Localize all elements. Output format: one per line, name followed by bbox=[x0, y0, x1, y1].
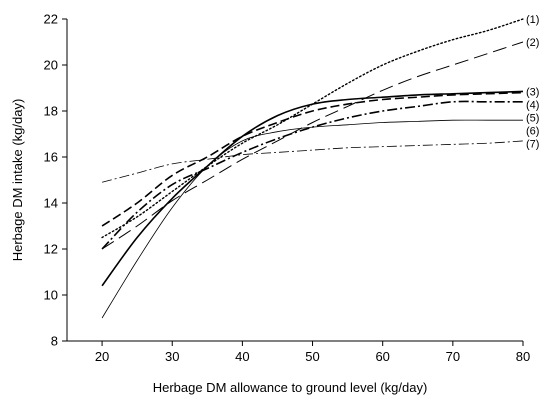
series-label-4: (4) bbox=[526, 99, 539, 111]
series-label-2: (2) bbox=[526, 37, 539, 49]
y-tick-label: 12 bbox=[44, 242, 58, 257]
x-axis-title: Herbage DM allowance to ground level (kg… bbox=[153, 380, 428, 395]
series-label-1: (1) bbox=[526, 14, 539, 26]
axes: 8 10 12 14 16 18 20 22 20 30 40 50 60 70 80 bbox=[44, 12, 531, 365]
series-line-5 bbox=[101, 100, 523, 250]
series-labels: (1) (2) (3)(4)(5)(6)(7) bbox=[526, 14, 539, 150]
y-tick-label: 18 bbox=[44, 104, 58, 119]
y-axis-title: Herbage DM intake (kg/day) bbox=[10, 99, 25, 262]
series-lines bbox=[101, 18, 524, 319]
series-line-2 bbox=[101, 41, 524, 250]
y-tick-label: 8 bbox=[51, 334, 58, 349]
y-tick-label: 16 bbox=[44, 150, 58, 165]
x-tick-label: 80 bbox=[516, 349, 530, 364]
y-tick-label: 14 bbox=[44, 196, 58, 211]
x-tick-label: 40 bbox=[235, 349, 249, 364]
series-label-5: (5) bbox=[526, 112, 539, 124]
series-line-7 bbox=[101, 140, 524, 183]
y-tick-label: 22 bbox=[44, 12, 58, 27]
series-label-7: (7) bbox=[526, 138, 539, 150]
x-tick-label: 70 bbox=[446, 349, 460, 364]
x-tick-label: 20 bbox=[95, 349, 109, 364]
series-line-6 bbox=[101, 119, 523, 319]
series-label-6: (6) bbox=[526, 125, 539, 137]
series-label-3: (3) bbox=[526, 86, 539, 98]
series-line-4 bbox=[101, 91, 524, 227]
series-line-3 bbox=[101, 90, 524, 287]
x-tick-label: 30 bbox=[165, 349, 179, 364]
x-tick-label: 60 bbox=[375, 349, 389, 364]
x-tick-label: 50 bbox=[305, 349, 319, 364]
y-tick-label: 10 bbox=[44, 288, 58, 303]
y-tick-label: 20 bbox=[44, 58, 58, 73]
